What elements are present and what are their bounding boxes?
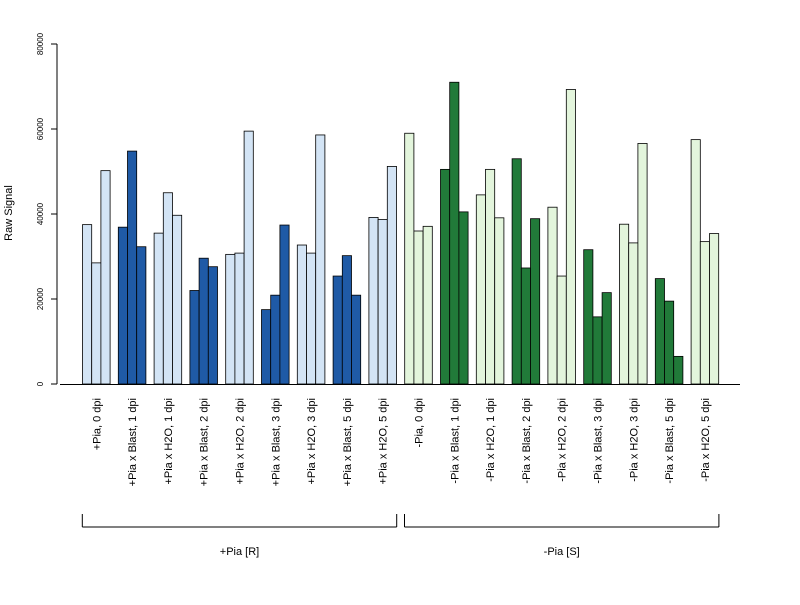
y-axis-label: Raw Signal bbox=[3, 185, 15, 241]
y-tick-label: 0 bbox=[36, 381, 45, 386]
bar bbox=[117, 226, 128, 385]
bar bbox=[413, 230, 424, 385]
category-label: +Pia x Blast, 2 dpi bbox=[199, 398, 211, 486]
bar bbox=[377, 219, 388, 385]
bar bbox=[628, 242, 639, 385]
group-label: +Pia [R] bbox=[220, 546, 259, 558]
category-label: -Pia x Blast, 1 dpi bbox=[449, 398, 461, 484]
group-label: -Pia [S] bbox=[544, 546, 580, 558]
category-label: +Pia x H2O, 3 dpi bbox=[306, 398, 318, 485]
bar bbox=[485, 168, 496, 385]
bar bbox=[296, 244, 307, 385]
bar bbox=[341, 255, 352, 385]
category-label: +Pia, 0 dpi bbox=[91, 398, 103, 450]
bar bbox=[243, 130, 254, 385]
category-label: +Pia x Blast, 1 dpi bbox=[127, 398, 139, 486]
bar bbox=[306, 252, 317, 385]
bar bbox=[673, 355, 684, 385]
bar bbox=[530, 218, 541, 385]
bar bbox=[547, 206, 558, 385]
bar bbox=[386, 165, 397, 385]
bar bbox=[91, 262, 102, 385]
bar bbox=[458, 211, 469, 385]
category-label: -Pia x H2O, 3 dpi bbox=[628, 398, 640, 482]
bar bbox=[136, 246, 147, 385]
bar bbox=[82, 224, 93, 385]
category-label: -Pia, 0 dpi bbox=[414, 398, 426, 448]
bar bbox=[449, 81, 460, 385]
category-label: -Pia x Blast, 3 dpi bbox=[593, 398, 605, 484]
bar bbox=[127, 150, 138, 385]
bar bbox=[565, 89, 576, 385]
category-label: -Pia x H2O, 2 dpi bbox=[557, 398, 569, 482]
category-label: +Pia x Blast, 3 dpi bbox=[270, 398, 282, 486]
bar bbox=[592, 316, 603, 385]
bar bbox=[637, 143, 648, 385]
category-label: +Pia x H2O, 5 dpi bbox=[378, 398, 390, 485]
bar bbox=[198, 257, 209, 385]
category-label: -Pia x Blast, 2 dpi bbox=[521, 398, 533, 484]
bar bbox=[368, 216, 379, 385]
bar bbox=[315, 134, 326, 385]
category-label: +Pia x Blast, 5 dpi bbox=[342, 398, 354, 486]
bar bbox=[189, 290, 200, 385]
bar bbox=[601, 292, 612, 385]
bar bbox=[709, 233, 720, 385]
bar bbox=[422, 225, 433, 385]
bar bbox=[475, 194, 486, 385]
bar bbox=[520, 267, 531, 385]
bar bbox=[494, 217, 505, 385]
bar bbox=[207, 266, 218, 385]
category-label: +Pia x H2O, 1 dpi bbox=[163, 398, 175, 485]
bar bbox=[440, 168, 451, 385]
bar bbox=[332, 275, 343, 385]
bar bbox=[556, 275, 567, 385]
bar bbox=[234, 252, 245, 385]
bar bbox=[261, 309, 272, 385]
category-label: +Pia x H2O, 2 dpi bbox=[235, 398, 247, 485]
bar bbox=[100, 170, 111, 385]
bar bbox=[279, 224, 290, 385]
bar bbox=[619, 223, 630, 385]
bar bbox=[351, 294, 362, 385]
y-tick-label: 40000 bbox=[36, 202, 45, 225]
bar bbox=[404, 132, 415, 385]
bar bbox=[654, 278, 665, 385]
y-tick-label: 60000 bbox=[36, 117, 45, 140]
bar bbox=[511, 158, 522, 385]
y-tick-label: 80000 bbox=[36, 32, 45, 55]
category-label: -Pia x Blast, 5 dpi bbox=[664, 398, 676, 484]
bar bbox=[162, 192, 173, 385]
bar bbox=[664, 300, 675, 385]
bar bbox=[153, 232, 164, 385]
category-label: -Pia x H2O, 5 dpi bbox=[700, 398, 712, 482]
bar bbox=[690, 139, 701, 385]
bar bbox=[225, 253, 236, 385]
bar bbox=[583, 249, 594, 385]
bar bbox=[172, 214, 183, 385]
bar bbox=[270, 294, 281, 385]
bar bbox=[699, 241, 710, 385]
y-tick-label: 20000 bbox=[36, 287, 45, 310]
category-label: -Pia x H2O, 1 dpi bbox=[485, 398, 497, 482]
